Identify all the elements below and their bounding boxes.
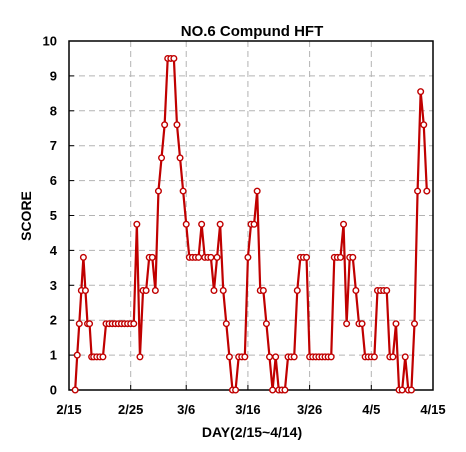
data-point [266, 353, 274, 361]
data-point [389, 353, 397, 361]
data-point [179, 187, 187, 195]
y-tick-label: 2 [50, 313, 57, 328]
data-point [272, 353, 280, 361]
chart-title: NO.6 Compund HFT [181, 23, 324, 40]
data-point [281, 386, 289, 394]
data-point [232, 386, 240, 394]
data-point [79, 253, 87, 261]
data-point [352, 287, 360, 295]
data-point [401, 353, 409, 361]
y-tick-label: 7 [50, 138, 57, 153]
data-point [222, 320, 230, 328]
data-point [142, 287, 150, 295]
data-point [250, 220, 258, 228]
data-point [414, 187, 422, 195]
data-point [86, 320, 94, 328]
data-point [269, 386, 277, 394]
data-point [154, 187, 162, 195]
data-point [71, 386, 79, 394]
data-point [99, 353, 107, 361]
data-point [259, 287, 267, 295]
x-axis-ticks: 2/15 2/25 3/6 3/16 3/26 4/5 4/15 [56, 385, 446, 417]
data-point [340, 220, 348, 228]
data-point [262, 320, 270, 328]
data-point [349, 253, 357, 261]
x-tick-label: 4/5 [362, 402, 380, 417]
y-tick-label: 5 [50, 208, 57, 223]
y-tick-label: 1 [50, 348, 57, 363]
data-point [417, 88, 425, 96]
data-point [370, 353, 378, 361]
data-point [213, 253, 221, 261]
data-point [170, 54, 178, 62]
data-point [244, 253, 252, 261]
data-point [336, 253, 344, 261]
y-tick-label: 4 [50, 243, 58, 258]
x-tick-label: 2/25 [118, 402, 143, 417]
data-point [207, 253, 215, 261]
data-point [420, 121, 428, 129]
data-point [176, 154, 184, 162]
data-point [423, 187, 431, 195]
data-point [303, 253, 311, 261]
data-point [73, 351, 81, 359]
x-axis-label: DAY(2/15~4/14) [202, 424, 302, 440]
x-tick-label: 4/15 [420, 402, 445, 417]
data-point [210, 287, 218, 295]
data-point [343, 320, 351, 328]
series-group [71, 54, 431, 394]
data-point [253, 187, 261, 195]
data-point [225, 353, 233, 361]
data-point [410, 320, 418, 328]
data-point [136, 353, 144, 361]
data-point [130, 320, 138, 328]
data-point [293, 287, 301, 295]
x-tick-label: 3/6 [177, 402, 195, 417]
data-point [398, 386, 406, 394]
data-point [216, 220, 224, 228]
data-point [290, 353, 298, 361]
data-point [241, 353, 249, 361]
data-point [148, 253, 156, 261]
data-point [383, 287, 391, 295]
y-axis-label: SCORE [18, 191, 34, 241]
y-tick-label: 6 [50, 173, 57, 188]
y-tick-label: 10 [43, 34, 57, 49]
data-point [173, 121, 181, 129]
data-point [195, 253, 203, 261]
data-point [161, 121, 169, 129]
data-point [407, 386, 415, 394]
y-axis-ticks: 0 1 2 3 4 5 6 7 8 9 10 [43, 34, 74, 398]
y-tick-label: 8 [50, 103, 57, 118]
x-tick-label: 3/26 [297, 402, 322, 417]
data-point [392, 320, 400, 328]
y-tick-label: 3 [50, 278, 57, 293]
data-point [81, 287, 89, 295]
data-point [198, 220, 206, 228]
data-point [182, 220, 190, 228]
data-point [133, 220, 141, 228]
data-point [158, 154, 166, 162]
data-point [219, 287, 227, 295]
data-point [75, 320, 83, 328]
x-tick-label: 3/16 [235, 402, 260, 417]
data-point [151, 287, 159, 295]
y-tick-label: 0 [50, 383, 57, 398]
y-tick-label: 9 [50, 68, 57, 83]
data-point [358, 320, 366, 328]
data-point [327, 353, 335, 361]
x-tick-label: 2/15 [56, 402, 81, 417]
